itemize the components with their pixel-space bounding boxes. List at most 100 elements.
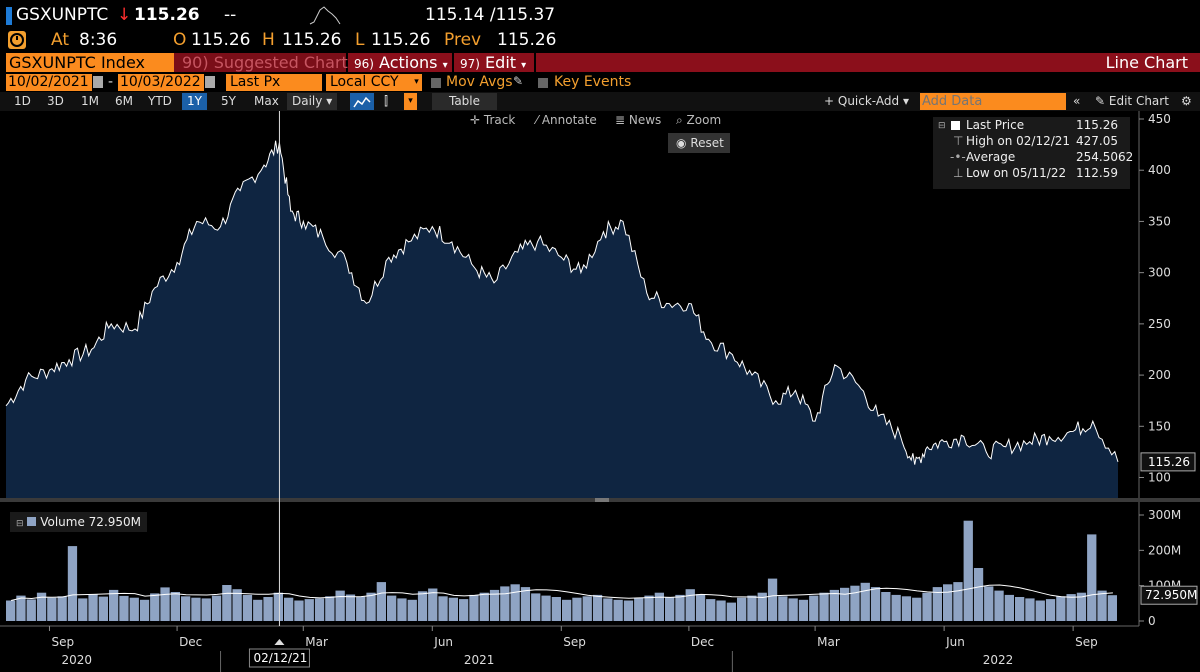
mov-avgs-label: Mov Avgs (446, 74, 513, 90)
table-button[interactable]: Table (432, 93, 497, 110)
period-3d[interactable]: 3D (47, 94, 64, 108)
security-field[interactable]: GSXUNPTC Index (6, 53, 174, 72)
volume-bar (335, 590, 345, 621)
volume-bar (551, 597, 561, 621)
volume-bar (325, 596, 335, 621)
volume-label: Volume (40, 515, 85, 529)
prev-label: Prev (444, 30, 482, 50)
reset-button[interactable]: ◉ Reset (668, 133, 730, 153)
volume-bar (57, 596, 67, 621)
gear-icon[interactable]: ⚙ (1181, 94, 1192, 108)
volume-bar (531, 593, 541, 621)
quote-header: GSXUNPTC ↓ 115.26 -- 115.14 /115.37 (0, 0, 1200, 30)
low-value: 115.26 (371, 30, 431, 50)
volume-bar (613, 599, 623, 621)
suggested-charts-button[interactable]: 90) Suggested Charts (174, 53, 356, 72)
calendar-icon[interactable] (205, 76, 215, 88)
end-date-input[interactable]: 10/03/2022 (118, 74, 204, 91)
period-ytd[interactable]: YTD (148, 94, 172, 108)
x-tick-label: Dec (179, 635, 202, 649)
volume-bar (36, 592, 47, 621)
bid-ask: 115.14 /115.37 (425, 5, 556, 25)
last-price-label-box (1140, 452, 1196, 472)
actions-menu[interactable]: 96) Actions ▾ (348, 53, 452, 72)
field-select[interactable]: Last Px (226, 74, 322, 91)
volume-bar (1025, 598, 1035, 621)
price-y-tick-label: 150 (1148, 419, 1171, 433)
last-volume-label-box (1140, 585, 1198, 605)
volume-bar (665, 597, 675, 621)
news-button[interactable]: ≣ News (615, 113, 662, 127)
quick-add-button[interactable]: + Quick-Add ▾ (819, 93, 914, 110)
legend-low-label: Low on 05/11/22 (966, 166, 1067, 180)
caret-down-icon: ▾ (902, 94, 909, 108)
average-marker-icon: -•- (950, 150, 966, 164)
period-max[interactable]: Max (254, 94, 279, 108)
volume-bar (1045, 599, 1056, 621)
volume-bar (778, 596, 788, 621)
news-label: News (628, 113, 662, 127)
add-data-input[interactable] (920, 93, 1066, 110)
last-price-label: 115.26 (1148, 455, 1190, 469)
down-arrow-icon: ↓ (117, 5, 132, 25)
track-label: Track (483, 113, 516, 127)
bar-chart-icon[interactable]: ⫿ (384, 94, 388, 108)
x-tick-label: Dec (691, 635, 714, 649)
volume-bar (397, 598, 407, 621)
mov-avgs-checkbox[interactable] (431, 78, 441, 88)
caret-down-icon[interactable]: ▾ (404, 93, 417, 110)
chart-area[interactable]: 100 150 200 250 300 350 400 450 115.26 0 100M 200M 3… (0, 111, 1200, 672)
annotate-button[interactable]: ⁄ Annotate (536, 113, 597, 127)
period-1m[interactable]: 1M (81, 94, 99, 108)
period-5y[interactable]: 5Y (221, 94, 236, 108)
volume-bar (654, 592, 664, 621)
period-6m[interactable]: 6M (115, 94, 133, 108)
year-label: 2020 (61, 653, 92, 667)
volume-bar (798, 599, 809, 621)
volume-bar (479, 592, 489, 621)
volume-bar (870, 587, 881, 621)
crosshair-date-box (248, 648, 310, 668)
volume-bar (16, 595, 26, 621)
volume-bar (6, 600, 16, 621)
volume-bar (685, 589, 695, 621)
volume-value: 72.950M (88, 515, 142, 529)
x-tick-label: Jun (433, 635, 453, 649)
volume-bar (459, 599, 469, 621)
volume-bar (366, 592, 376, 621)
volume-bar (675, 594, 685, 621)
currency-select[interactable]: Local CCY (326, 74, 422, 91)
key-events-checkbox[interactable] (538, 78, 548, 88)
open-value: 115.26 (191, 30, 251, 50)
volume-bar (562, 599, 572, 621)
volume-bar (232, 589, 242, 621)
edit-menu[interactable]: 97) Edit ▾ (454, 53, 534, 72)
track-button[interactable]: ✛ Track (470, 113, 516, 127)
volume-bar (211, 595, 222, 621)
start-date-input[interactable]: 10/02/2021 (6, 74, 92, 91)
volume-bar (1035, 600, 1045, 621)
volume-bar (912, 597, 922, 621)
period-1y[interactable]: 1Y (182, 93, 207, 110)
volume-bar (67, 546, 78, 621)
volume-bar (407, 599, 417, 621)
zoom-button[interactable]: ⌕ Zoom (676, 113, 722, 127)
collapse-icon[interactable]: « (1073, 94, 1081, 108)
volume-bar (489, 589, 500, 621)
volume-bar (222, 585, 232, 621)
frequency-select[interactable]: Daily ▾ (287, 93, 338, 110)
volume-bar (582, 596, 592, 621)
volume-bar (572, 597, 582, 621)
chart-type-label: Line Chart (536, 53, 1200, 72)
pencil-icon[interactable]: ✎ (513, 74, 524, 88)
reset-icon: ◉ (676, 136, 687, 150)
volume-y-tick-label: 0 (1148, 614, 1156, 628)
collapse-icon[interactable]: ⊟ (16, 519, 24, 529)
calendar-icon[interactable] (93, 76, 103, 88)
period-1d[interactable]: 1D (14, 94, 31, 108)
caret-down-icon[interactable]: ▾ (411, 74, 422, 91)
line-chart-icon[interactable] (350, 93, 374, 110)
collapse-icon[interactable]: ⊟ (938, 121, 946, 131)
edit-chart-button[interactable]: ✎ Edit Chart (1090, 93, 1174, 110)
volume-bar (922, 592, 932, 621)
